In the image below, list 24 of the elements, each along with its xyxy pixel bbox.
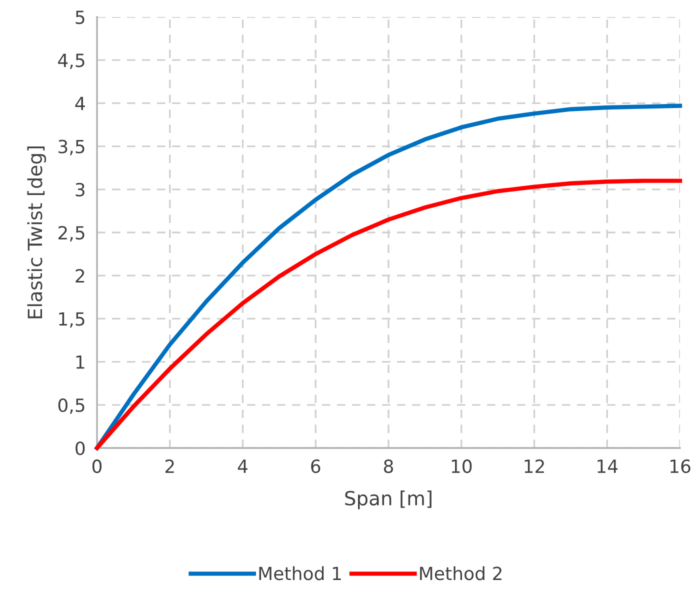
y-tick-label: 4 bbox=[75, 96, 85, 110]
x-tick-label: 2 bbox=[165, 459, 174, 473]
x-axis-title: Span [m] bbox=[345, 490, 432, 510]
x-tick-label: 10 bbox=[452, 459, 472, 474]
y-tick-label: 4,5 bbox=[58, 54, 84, 70]
y-tick-label: 3,5 bbox=[58, 140, 84, 156]
y-axis-title: Elastic Twist [deg] bbox=[27, 146, 46, 318]
y-tick-label: 5 bbox=[76, 10, 84, 24]
legend-label: Method 2 bbox=[420, 566, 502, 580]
y-tick-label: 2 bbox=[76, 269, 84, 282]
y-tick-label: 0 bbox=[76, 441, 85, 456]
y-tick-label: 1,5 bbox=[59, 312, 84, 328]
x-tick-label: 16 bbox=[670, 459, 690, 474]
legend-label: Method 1 bbox=[259, 566, 341, 580]
y-tick-label: 0,5 bbox=[58, 398, 84, 414]
y-tick-label: 1 bbox=[76, 355, 84, 369]
y-tick-label: 3 bbox=[76, 182, 84, 197]
x-tick-label: 14 bbox=[598, 460, 618, 473]
x-tick-label: 0 bbox=[92, 459, 102, 474]
x-tick-label: 6 bbox=[311, 459, 320, 474]
x-tick-label: 12 bbox=[524, 459, 544, 473]
y-tick-label: 2,5 bbox=[58, 226, 84, 242]
x-tick-label: 4 bbox=[238, 460, 248, 473]
x-tick-label: 8 bbox=[384, 459, 394, 474]
